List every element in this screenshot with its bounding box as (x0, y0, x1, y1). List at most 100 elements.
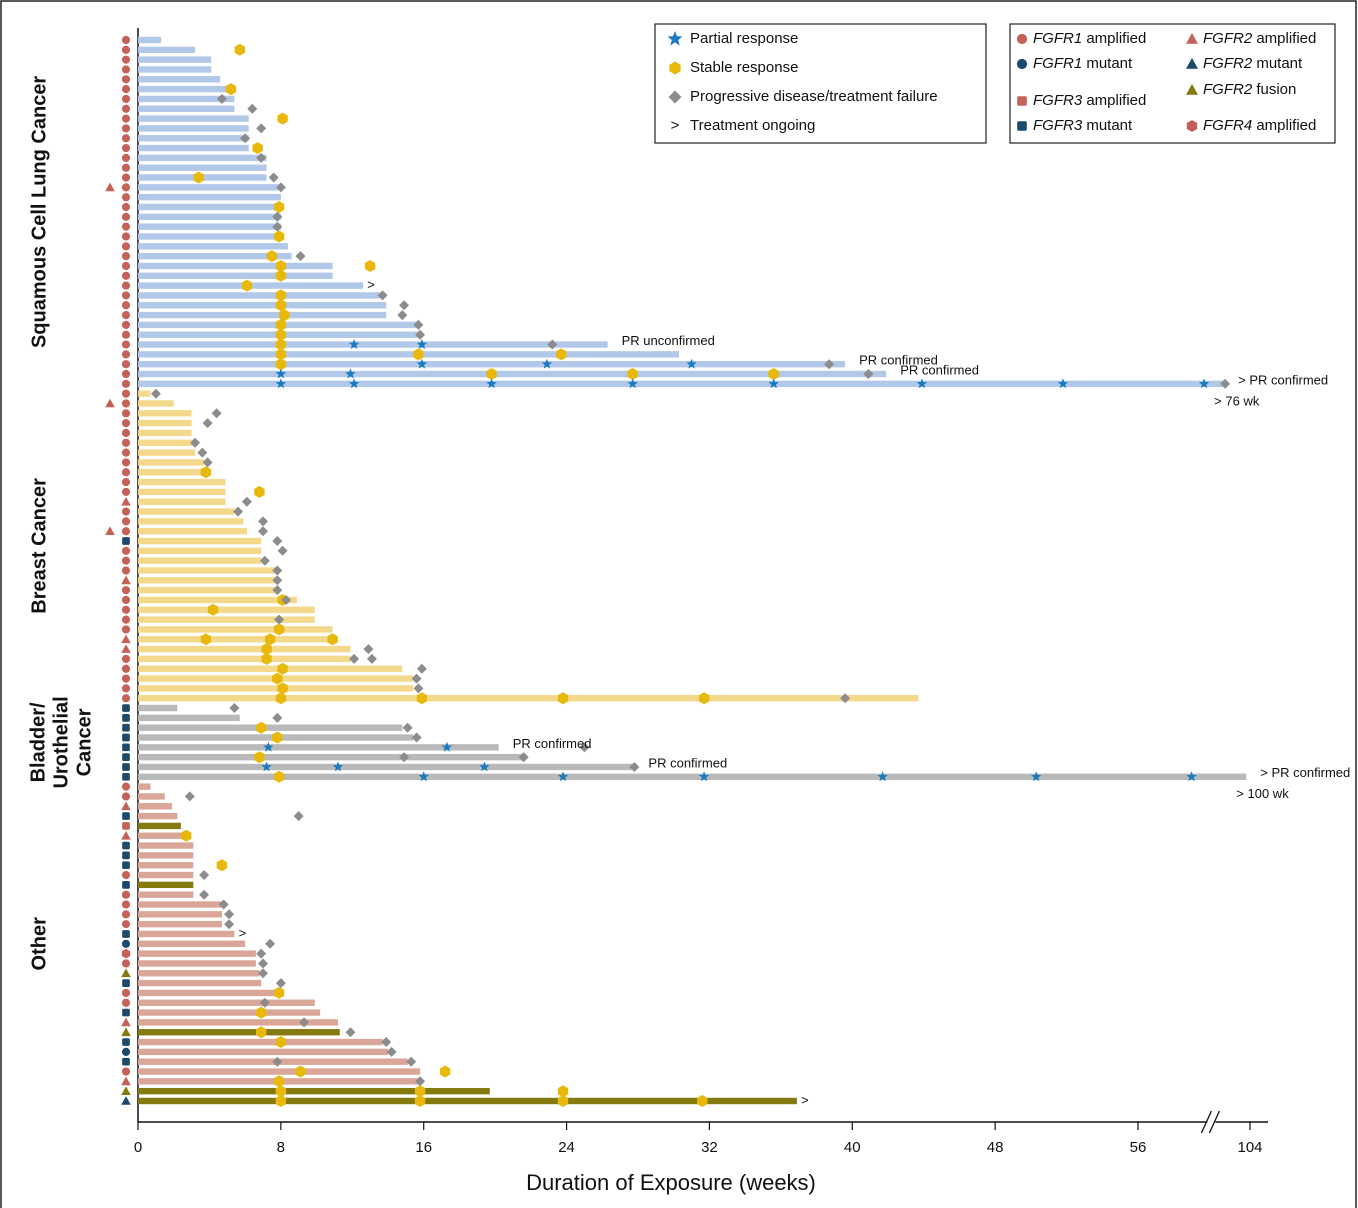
genotype-marker (121, 468, 131, 477)
genotype-marker (121, 1017, 131, 1027)
bar (138, 852, 194, 859)
genotype-marker (121, 369, 131, 379)
genotype-marker (122, 822, 130, 830)
progressive-disease (241, 496, 252, 507)
stable-response (252, 142, 263, 155)
x-tick-label: 32 (701, 1139, 718, 1156)
progressive-disease (240, 133, 251, 144)
progressive-disease (272, 536, 283, 546)
bar (138, 665, 403, 672)
stable-response (275, 358, 287, 371)
progressive-disease (629, 762, 640, 772)
genotype-marker (122, 861, 130, 870)
bar (138, 1068, 421, 1075)
progressive-disease (233, 506, 243, 517)
progressive-disease (256, 123, 267, 134)
genotype-marker (121, 527, 131, 536)
stable-response (225, 83, 237, 96)
legend-symbol (1017, 96, 1027, 106)
progressive-disease (413, 683, 424, 694)
x-axis-label: Duration of Exposure (weeks) (526, 1170, 816, 1195)
genotype-marker (121, 664, 131, 673)
bar (138, 302, 387, 309)
progressive-disease (272, 575, 283, 586)
stable-response (264, 633, 276, 646)
stable-response (273, 623, 285, 636)
bar (138, 351, 680, 358)
bar (138, 528, 247, 535)
genotype-marker (121, 1027, 131, 1037)
bar (138, 989, 276, 997)
progressive-disease (579, 742, 590, 753)
bar (138, 184, 281, 191)
genotype-marker (121, 959, 131, 968)
bar (138, 537, 262, 545)
genotype-marker (122, 772, 130, 781)
x-tick-label: 104 (1237, 1139, 1262, 1156)
bar (138, 920, 222, 928)
group-label: Breast Cancer (28, 478, 50, 614)
bar (138, 488, 226, 496)
progressive-disease (366, 653, 377, 664)
genotype-marker (122, 930, 130, 938)
bar (138, 419, 192, 427)
genotype-marker (121, 1076, 131, 1086)
x-tick-label: 24 (558, 1139, 575, 1156)
bar (138, 252, 292, 260)
genotype-marker (121, 261, 131, 271)
stable-response (279, 309, 290, 322)
genotype-marker (121, 35, 131, 45)
bar (138, 704, 178, 712)
legend-label: FGFR3 amplified (1033, 92, 1146, 109)
bar (138, 970, 260, 977)
genotype-marker (121, 830, 131, 840)
group-label: Urothelial (50, 696, 72, 788)
partial-response (345, 368, 356, 379)
genotype-marker (121, 65, 131, 74)
bar (138, 95, 235, 103)
genotype-marker (122, 881, 130, 889)
annotation: PR unconfirmed (622, 333, 715, 348)
partial-response (1057, 378, 1069, 389)
genotype-marker (121, 252, 131, 261)
bar (138, 400, 174, 407)
genotype-marker (122, 537, 130, 545)
bar (138, 233, 281, 240)
legend-symbol (669, 61, 681, 75)
x-tick-label: 40 (844, 1139, 861, 1156)
genotype-marker (121, 920, 131, 929)
stable-response (256, 1006, 267, 1019)
genotype-marker (121, 94, 131, 104)
progressive-disease (281, 595, 292, 605)
genotype-marker (121, 517, 131, 526)
bar (138, 586, 276, 594)
progressive-disease (415, 329, 426, 340)
progressive-disease (275, 182, 286, 193)
bar (138, 606, 315, 613)
group-label: Squamous Cell Lung Cancer (28, 76, 50, 348)
stable-response (256, 1026, 267, 1039)
legend-symbol (1186, 120, 1198, 132)
x-tick-label: 8 (277, 1139, 285, 1156)
bar (138, 1048, 388, 1056)
partial-response (416, 339, 428, 349)
progressive-disease (272, 712, 283, 723)
genotype-marker (121, 801, 131, 811)
genotype-marker (121, 242, 131, 251)
progressive-disease (345, 1027, 356, 1038)
stable-response (273, 770, 285, 783)
stable-response (275, 318, 287, 331)
progressive-disease (268, 172, 279, 183)
bar (138, 508, 235, 515)
legend-symbol (1017, 121, 1027, 131)
partial-response (686, 358, 697, 369)
progressive-disease (863, 369, 874, 379)
progressive-disease (413, 319, 424, 330)
genotype-marker (121, 104, 131, 113)
bar (138, 125, 249, 132)
genotype-marker (105, 182, 115, 192)
genotype-marker (122, 733, 130, 742)
genotype-marker (121, 634, 131, 644)
genotype-marker (122, 763, 130, 771)
axis-break (1208, 1110, 1221, 1134)
